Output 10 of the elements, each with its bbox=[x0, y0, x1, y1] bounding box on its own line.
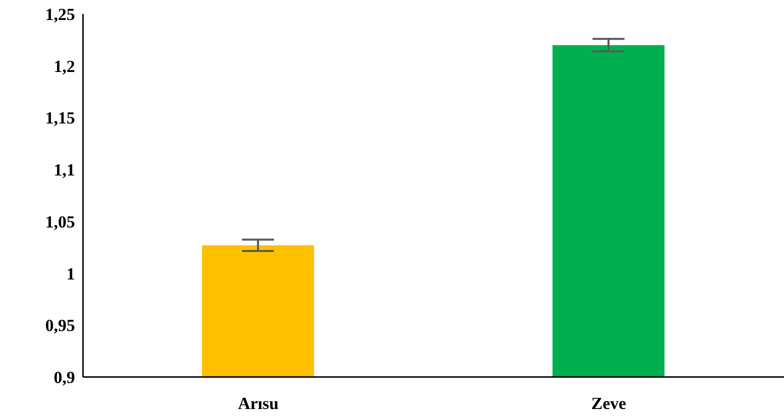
y-tick-label: 0,9 bbox=[54, 368, 75, 388]
y-tick-label: 1 bbox=[66, 264, 75, 284]
y-tick-label: 1,25 bbox=[45, 5, 75, 24]
x-tick-label: Zeve bbox=[591, 394, 627, 414]
y-tick-label: 0,95 bbox=[45, 316, 75, 336]
y-tick-label: 1,2 bbox=[54, 56, 75, 76]
y-tick-label: 1,15 bbox=[45, 108, 75, 128]
y-tick-label: 1,1 bbox=[54, 160, 75, 180]
y-tick-label: 1,05 bbox=[45, 212, 75, 232]
x-tick-label: Arısu bbox=[238, 394, 279, 414]
